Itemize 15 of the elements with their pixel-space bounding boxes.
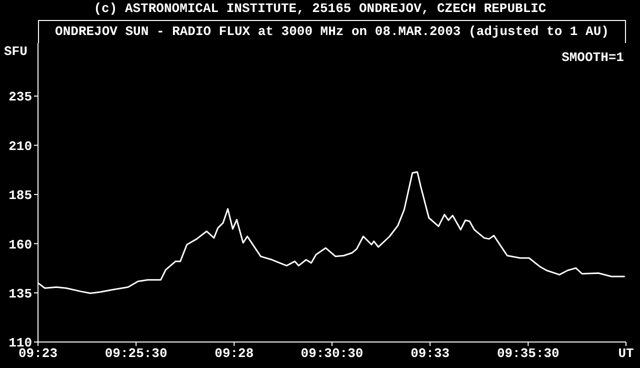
y-axis-title: SFU <box>4 44 28 59</box>
chart-title: (c) ASTRONOMICAL INSTITUTE, 25165 ONDREJOV, CZECH REPUBLIC <box>92 1 548 16</box>
chart-subtitle: ONDREJOV SUN - RADIO FLUX at 3000 MHz on 08.MAR.2003 (adjusted to 1 AU) <box>38 20 626 43</box>
x-tick-label: 09:30:30 <box>300 346 364 362</box>
annotation: SMOOTH=1 <box>562 50 624 65</box>
y-tick-label: 235 <box>8 90 32 105</box>
y-tick-label: 210 <box>8 138 32 154</box>
y-tick-label: 185 <box>8 188 32 204</box>
y-tick-label: 135 <box>8 286 32 302</box>
x-tick-label: 09:25:30 <box>104 346 168 362</box>
x-tick-label: 09:35:30 <box>496 346 560 362</box>
y-tick-label: 160 <box>8 237 32 252</box>
x-tick-label: UT <box>618 346 634 362</box>
x-tick-label: 09:28 <box>214 346 254 362</box>
x-tick-label: 09:33 <box>410 346 450 362</box>
